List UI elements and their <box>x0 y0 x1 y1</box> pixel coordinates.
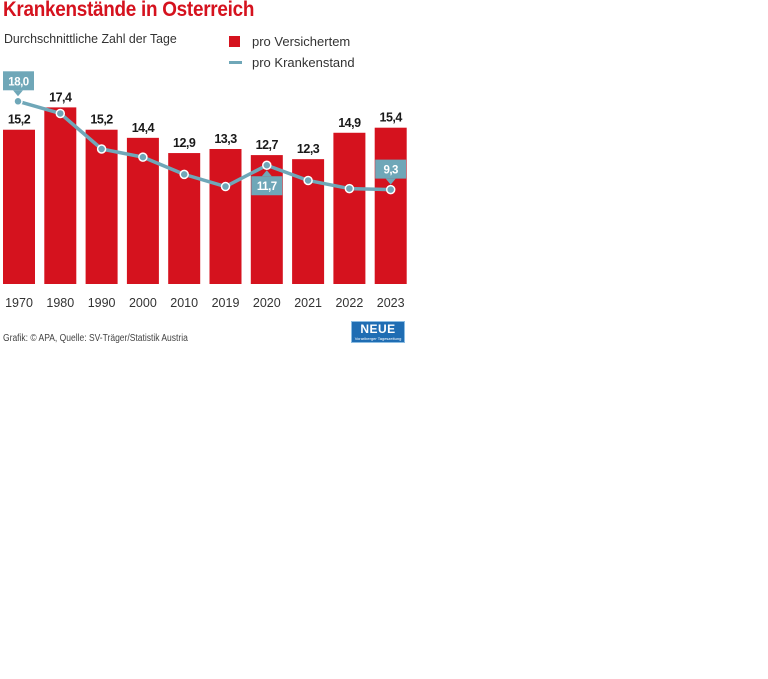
x-tick-label-1990: 1990 <box>88 296 116 310</box>
x-tick-label-2023: 2023 <box>377 296 405 310</box>
line-pro-krankenstand <box>17 99 391 192</box>
callout-box-2020 <box>251 176 283 196</box>
bar-value-label-1990: 15,2 <box>90 113 113 127</box>
logo-subtext: Vorarlberger Tageszeitung <box>354 336 402 341</box>
bar-value-label-2010: 12,9 <box>173 136 196 150</box>
bar-value-label-1980: 17,4 <box>49 90 72 104</box>
x-tick-label-2022: 2022 <box>335 296 363 310</box>
bar-value-label-2020: 12,7 <box>256 138 279 152</box>
legend-item-bar: pro Versichertem <box>229 31 355 52</box>
legend-label-line: pro Krankenstand <box>252 55 355 70</box>
bar-2022 <box>333 132 366 284</box>
line-point-2000 <box>138 152 148 162</box>
legend-label-bar: pro Versichertem <box>252 34 351 49</box>
bar-2023 <box>374 127 407 284</box>
bar-value-label-2000: 14,4 <box>132 121 155 135</box>
bar-value-label-2023: 15,4 <box>380 111 403 125</box>
line-point-2020 <box>262 160 272 170</box>
x-tick-label-2000: 2000 <box>129 296 157 310</box>
line-point-2021 <box>303 175 313 186</box>
x-tick-label-2021: 2021 <box>294 296 322 310</box>
line-point-2023 <box>385 184 396 195</box>
line-point-1970 <box>13 96 23 107</box>
chart-title: Krankenstände in Österreich <box>3 0 255 21</box>
chart-area: 15,2 1970 17,4 1980 15,2 1990 14,4 2000 12,9 2010… <box>3 71 407 310</box>
source-credit: Grafik: © APA, Quelle: SV-Träger/Statist… <box>3 333 188 344</box>
line-point-2022 <box>344 183 355 194</box>
legend-swatch-bar <box>229 36 240 47</box>
bar-value-label-2021: 12,3 <box>297 142 320 156</box>
chart-subtitle: Durchschnittliche Zahl der Tage <box>4 31 177 46</box>
line-point-2010 <box>179 169 189 180</box>
x-tick-label-1980: 1980 <box>46 296 74 310</box>
callout-label-2023: 9,3 <box>383 165 398 177</box>
bar-1980 <box>44 107 77 284</box>
line-point-1980 <box>55 108 66 119</box>
logo-text: NEUE <box>360 322 396 336</box>
x-tick-label-2010: 2010 <box>170 296 198 310</box>
x-tick-label-2020: 2020 <box>253 296 281 310</box>
x-tick-label-1970: 1970 <box>5 296 33 310</box>
callout-pointer-2020 <box>261 170 272 177</box>
neue-logo: NEUE Vorarlberger Tageszeitung <box>351 321 405 343</box>
bar-value-label-2022: 14,9 <box>338 116 361 130</box>
callout-box-2023 <box>375 159 407 179</box>
callout-pointer-1970 <box>13 90 23 97</box>
line-point-2019 <box>220 181 231 192</box>
legend-swatch-line <box>229 61 242 64</box>
callout-pointer-2023 <box>385 178 396 185</box>
callout-box-1970 <box>3 71 34 91</box>
callout-label-2020: 11,7 <box>257 181 277 193</box>
bar-value-label-2019: 13,3 <box>214 132 237 146</box>
bar-1970 <box>3 129 35 284</box>
line-point-1990 <box>96 144 107 154</box>
bar-2019 <box>209 149 242 284</box>
legend: pro Versichertem pro Krankenstand <box>229 31 355 73</box>
x-tick-label-2019: 2019 <box>212 296 240 310</box>
legend-item-line: pro Krankenstand <box>229 52 355 73</box>
bar-value-label-1970: 15,2 <box>8 113 31 127</box>
callout-label-1970: 18,0 <box>8 76 28 88</box>
bar-1990 <box>85 129 118 284</box>
